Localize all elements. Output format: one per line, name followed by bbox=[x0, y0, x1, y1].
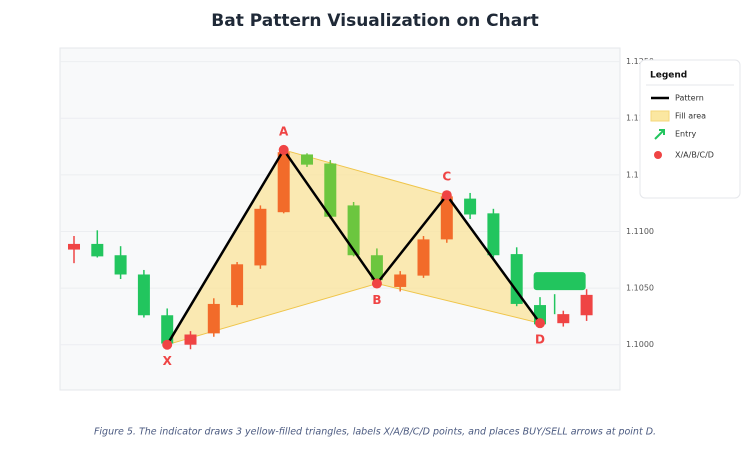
candle-body bbox=[68, 243, 80, 250]
caption: Figure 5. The indicator draws 3 yellow-f… bbox=[94, 427, 656, 438]
legend-label: Pattern bbox=[675, 94, 704, 103]
grid bbox=[60, 61, 620, 346]
candle-body bbox=[557, 314, 570, 324]
y-tick-label: 1.1100 bbox=[626, 227, 654, 236]
candle-body bbox=[184, 334, 197, 345]
legend-swatch bbox=[650, 110, 670, 122]
candle-body bbox=[277, 152, 290, 213]
candle-body bbox=[487, 213, 500, 256]
legend-label: Fill area bbox=[675, 112, 706, 121]
point-label: A bbox=[279, 124, 289, 138]
candle-body bbox=[440, 196, 453, 240]
candles bbox=[68, 146, 593, 350]
entry-marker bbox=[533, 272, 586, 315]
point-label: X bbox=[163, 354, 173, 368]
candle-body bbox=[254, 208, 267, 266]
candle-body bbox=[324, 163, 337, 217]
pattern-point bbox=[162, 339, 173, 350]
candle-body bbox=[580, 294, 593, 316]
candle-body bbox=[114, 255, 127, 275]
candle-body bbox=[207, 303, 220, 334]
point-label: B bbox=[372, 293, 381, 307]
pattern-point bbox=[371, 278, 382, 289]
candle-body bbox=[231, 264, 244, 306]
candle-body bbox=[417, 239, 430, 276]
legend-swatch bbox=[654, 151, 662, 159]
chart-title: Bat Pattern Visualization on Chart bbox=[211, 11, 538, 31]
candle-body bbox=[161, 315, 174, 344]
legend-label: X/A/B/C/D bbox=[675, 151, 714, 160]
candle-body bbox=[137, 274, 150, 316]
candle-body bbox=[91, 243, 104, 257]
pattern-point bbox=[441, 190, 452, 201]
candle-body bbox=[347, 205, 360, 256]
y-tick-label: 1.1050 bbox=[626, 284, 654, 293]
candle-body bbox=[370, 255, 383, 281]
candle-body bbox=[510, 254, 523, 304]
point-label: C bbox=[442, 170, 451, 184]
pattern-point bbox=[535, 318, 545, 329]
y-tick-label: 1.1250 bbox=[626, 57, 654, 66]
candle-body bbox=[464, 198, 477, 215]
legend-label: Entry bbox=[675, 130, 697, 139]
point-label: D bbox=[535, 333, 545, 347]
legend-box bbox=[639, 59, 741, 199]
pattern: X A B C D bbox=[162, 124, 545, 368]
legend-swatch bbox=[654, 129, 665, 140]
legend-title: Legend bbox=[650, 71, 687, 81]
pattern-point bbox=[278, 144, 289, 155]
candle-body bbox=[301, 154, 313, 165]
candle-body bbox=[394, 274, 407, 287]
y-tick-label: 1.1000 bbox=[626, 340, 654, 349]
entry-badge bbox=[533, 272, 586, 291]
legend: Legend Pattern Fill area Entry X/A/B/C/D bbox=[639, 59, 741, 199]
